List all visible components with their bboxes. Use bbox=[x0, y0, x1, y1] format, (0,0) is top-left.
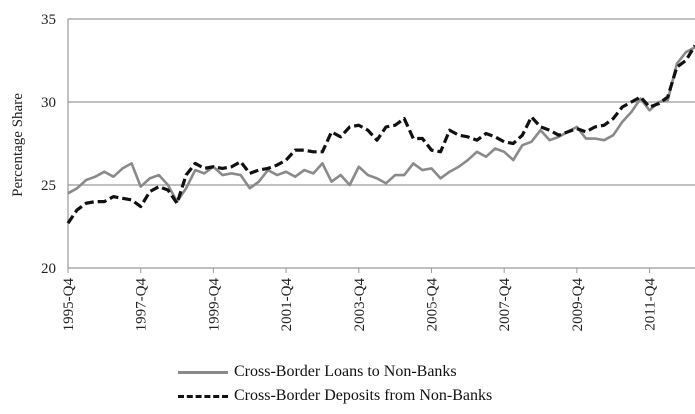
legend-swatch-loans bbox=[178, 370, 228, 374]
x-tick-label: 2007-Q4 bbox=[497, 278, 513, 332]
y-tick-label: 35 bbox=[41, 12, 56, 28]
series-line-loans bbox=[67, 46, 695, 203]
y-axis-title: Percentage Share bbox=[10, 93, 26, 197]
y-tick-label: 25 bbox=[41, 178, 56, 194]
legend-swatch-deposits bbox=[178, 394, 228, 398]
series-lines bbox=[66, 44, 695, 225]
y-tick-label: 20 bbox=[41, 261, 56, 277]
x-tick-label: 1995-Q4 bbox=[61, 278, 77, 332]
x-tick-label: 2005-Q4 bbox=[424, 278, 440, 332]
series-line-deposits bbox=[66, 44, 695, 225]
legend-item-deposits: Cross-Border Deposits from Non-Banks bbox=[178, 384, 492, 408]
y-tick-labels: 20 25 30 35 bbox=[41, 12, 56, 277]
legend-label-loans: Cross-Border Loans to Non-Banks bbox=[234, 363, 457, 380]
x-tick-label: 2011-Q4 bbox=[643, 278, 659, 331]
x-tick-label: 2003-Q4 bbox=[352, 278, 368, 332]
x-tick-labels: 1995-Q4 1997-Q4 1999-Q4 2001-Q4 2003-Q4 2005-… bbox=[61, 268, 659, 331]
legend-label-deposits: Cross-Border Deposits from Non-Banks bbox=[234, 387, 493, 404]
x-tick-label: 2009-Q4 bbox=[570, 278, 586, 332]
x-tick-label: 1997-Q4 bbox=[134, 278, 150, 332]
y-tick-label: 30 bbox=[41, 95, 56, 111]
legend: Cross-Border Loans to Non-Banks Cross-Bo… bbox=[178, 360, 492, 408]
x-tick-label: 1999-Q4 bbox=[206, 278, 222, 332]
x-tick-label: 2001-Q4 bbox=[279, 278, 295, 332]
legend-item-loans: Cross-Border Loans to Non-Banks bbox=[178, 360, 492, 384]
gridlines bbox=[67, 18, 695, 269]
